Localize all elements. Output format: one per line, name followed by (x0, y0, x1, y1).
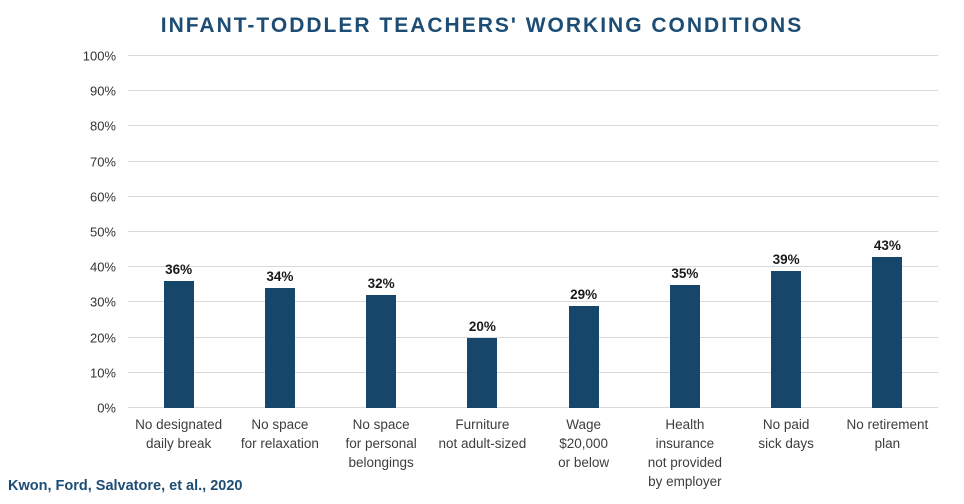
gridline-80 (128, 125, 938, 127)
gridline-40 (128, 266, 938, 268)
gridline-60 (128, 195, 938, 197)
y-tick-label-0: 0% (97, 400, 116, 416)
gridline-10 (128, 371, 938, 373)
bar-column: 34% (229, 56, 330, 408)
bar (669, 284, 700, 408)
bar-value-label: 29% (570, 286, 598, 302)
x-category-label: No space for personal belongings (345, 417, 417, 470)
bar (771, 270, 802, 408)
x-category-label: No retirement plan (846, 417, 929, 451)
gridline-0 (128, 407, 938, 408)
bar-column: 35% (634, 56, 735, 408)
y-tick-label-80: 80% (89, 118, 116, 134)
bar-column: 36% (128, 56, 229, 408)
bar (366, 295, 397, 408)
bar-column: 32% (331, 56, 432, 408)
y-tick-label-20: 20% (89, 330, 116, 346)
bar (467, 337, 498, 408)
bar-value-label: 34% (266, 269, 294, 285)
x-category-label: Health insurance not provided by employe… (647, 417, 723, 489)
gridline-90 (128, 90, 938, 92)
bar (568, 305, 599, 408)
x-category-label: Wage $20,000 or below (558, 417, 610, 470)
y-tick-label-100: 100% (82, 48, 116, 64)
gridline-20 (128, 336, 938, 338)
bar (163, 281, 194, 408)
chart-title: INFANT-TODDLER TEACHERS' WORKING CONDITI… (160, 14, 804, 37)
bar-value-label: 43% (873, 237, 901, 253)
bar-value-label: 20% (468, 318, 496, 334)
y-tick-label-50: 50% (89, 224, 116, 240)
bar-column: 20% (432, 56, 533, 408)
bar-value-label: 35% (671, 265, 699, 281)
bar-column: 39% (736, 56, 837, 408)
y-tick-label-60: 60% (89, 189, 116, 205)
gridline-100 (128, 55, 938, 56)
gridline-70 (128, 160, 938, 162)
y-tick-label-30: 30% (89, 294, 116, 310)
plot-area: 0% 10% 20% 30% 40% 50% 60% 70% 80% 90% 100% 36% 34% 3… (83, 49, 938, 416)
y-tick-label-40: 40% (89, 259, 116, 275)
bar (872, 256, 903, 408)
source-citation: Kwon, Ford, Salvatore, et al., 2020 (8, 478, 243, 494)
bar-value-label: 39% (772, 251, 800, 267)
x-category-label: No designated daily break (135, 417, 223, 451)
y-tick-label-70: 70% (89, 154, 116, 170)
x-category-label: No space for relaxation (240, 417, 319, 451)
y-tick-label-10: 10% (89, 365, 116, 381)
x-category-label: No paid sick days (758, 417, 814, 451)
bar-column: 29% (533, 56, 634, 408)
y-tick-label-90: 90% (89, 83, 116, 99)
x-axis-labels: No designated daily break No space for re… (128, 416, 938, 492)
x-category-label: Furniture not adult-sized (438, 417, 527, 451)
bar-value-label: 36% (165, 262, 193, 278)
bar-value-label: 32% (367, 276, 395, 292)
bar (264, 288, 295, 408)
gridline-50 (128, 231, 938, 232)
bar-column: 43% (837, 56, 938, 408)
gridline-30 (128, 301, 938, 303)
bars-layer: 36% 34% 32% 20% 29% 35% 39% 43% (128, 56, 938, 408)
